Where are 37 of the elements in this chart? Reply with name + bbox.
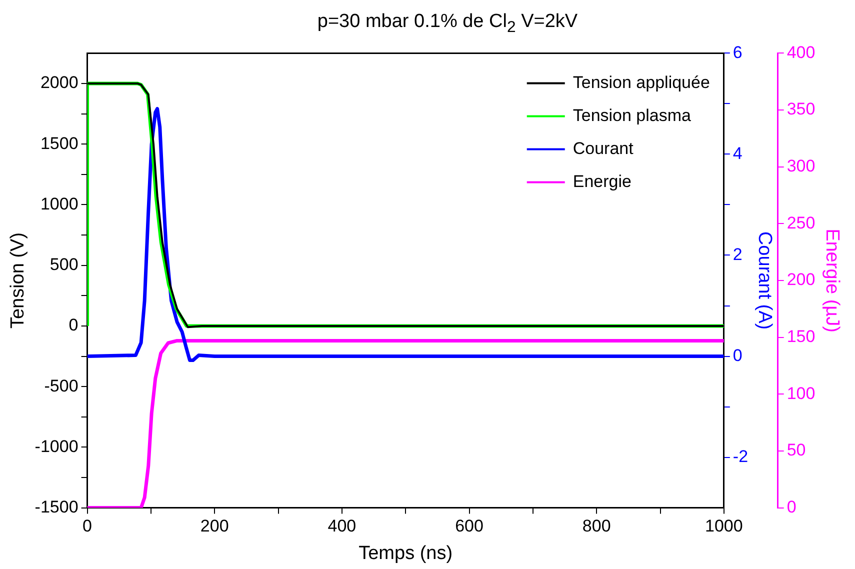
y-tick-label: -500 bbox=[44, 376, 78, 396]
y2-tick-label: -2 bbox=[732, 446, 748, 466]
y-tick-label: 1500 bbox=[40, 134, 78, 153]
legend-label: Courant bbox=[572, 138, 634, 158]
y3-tick-label: 200 bbox=[786, 270, 816, 290]
y3-tick-label: 250 bbox=[786, 213, 816, 232]
x-tick-label: 200 bbox=[200, 516, 229, 536]
y2-axis-title: Courant (A) bbox=[754, 231, 776, 330]
y3-axis-title: Energie (µJ) bbox=[821, 228, 842, 332]
y-tick-label: -1000 bbox=[34, 436, 78, 456]
x-tick-label: 600 bbox=[455, 516, 484, 536]
y3-tick-label: 150 bbox=[786, 327, 816, 346]
y-tick-label: 500 bbox=[50, 255, 78, 274]
y2-tick-label: 6 bbox=[732, 42, 742, 62]
y2-tick-label: 2 bbox=[732, 244, 742, 264]
chart-title: p=30 mbar 0.1% de Cl$_{2}$ V=2kV bbox=[316, 10, 579, 38]
y3-tick-label: 400 bbox=[786, 42, 816, 62]
y3-tick-label: 50 bbox=[786, 440, 806, 460]
x-tick-label: 800 bbox=[582, 516, 611, 536]
y-axis-title: Tension (V) bbox=[8, 232, 29, 329]
y3-tick-label: 100 bbox=[786, 384, 816, 403]
y-tick-label: 1000 bbox=[40, 194, 78, 214]
x-tick-label: 0 bbox=[82, 516, 92, 536]
y-tick-label: -1500 bbox=[34, 497, 78, 516]
y3-tick-label: 0 bbox=[786, 497, 796, 516]
x-tick-label: 1000 bbox=[705, 516, 743, 536]
y2-tick-label: 0 bbox=[732, 346, 742, 365]
legend-label: Energie bbox=[572, 172, 632, 191]
y-tick-label: 0 bbox=[68, 316, 78, 335]
x-axis-title: Temps (ns) bbox=[358, 542, 453, 564]
legend-label: Tension appliquée bbox=[572, 72, 710, 92]
y3-tick-label: 350 bbox=[786, 100, 816, 119]
legend-label: Tension plasma bbox=[572, 106, 692, 125]
x-tick-label: 400 bbox=[328, 516, 356, 536]
y3-tick-label: 300 bbox=[786, 156, 816, 176]
y2-tick-label: 4 bbox=[732, 144, 742, 163]
y-tick-label: 2000 bbox=[40, 73, 78, 92]
